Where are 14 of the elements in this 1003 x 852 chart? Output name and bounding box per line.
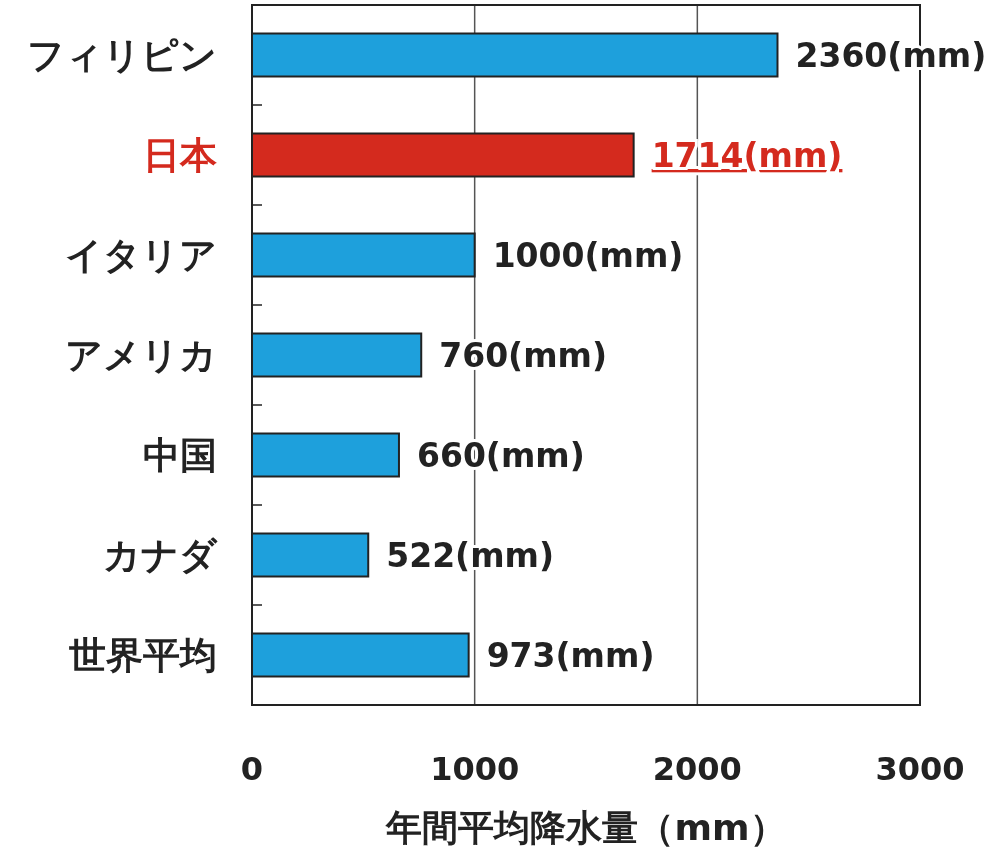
- y-tick-label: フィリピン: [27, 34, 217, 77]
- x-tick-label: 1000: [430, 750, 520, 788]
- x-tick-label: 3000: [875, 750, 965, 788]
- y-tick-label: 中国: [143, 434, 217, 477]
- y-tick-label: 日本: [143, 134, 217, 177]
- y-tick-label: イタリア: [65, 234, 217, 277]
- y-tick-label: アメリカ: [65, 334, 217, 377]
- y-tick-label: 世界平均: [69, 634, 217, 677]
- data-label: 973(mm): [486, 636, 655, 675]
- x-tick-label: 2000: [652, 750, 742, 788]
- y-tick-label: カナダ: [103, 534, 218, 577]
- x-axis-title: 年間平均降水量（mm）: [385, 807, 786, 848]
- data-label: 1000(mm): [492, 236, 684, 275]
- x-tick-label: 0: [240, 750, 264, 788]
